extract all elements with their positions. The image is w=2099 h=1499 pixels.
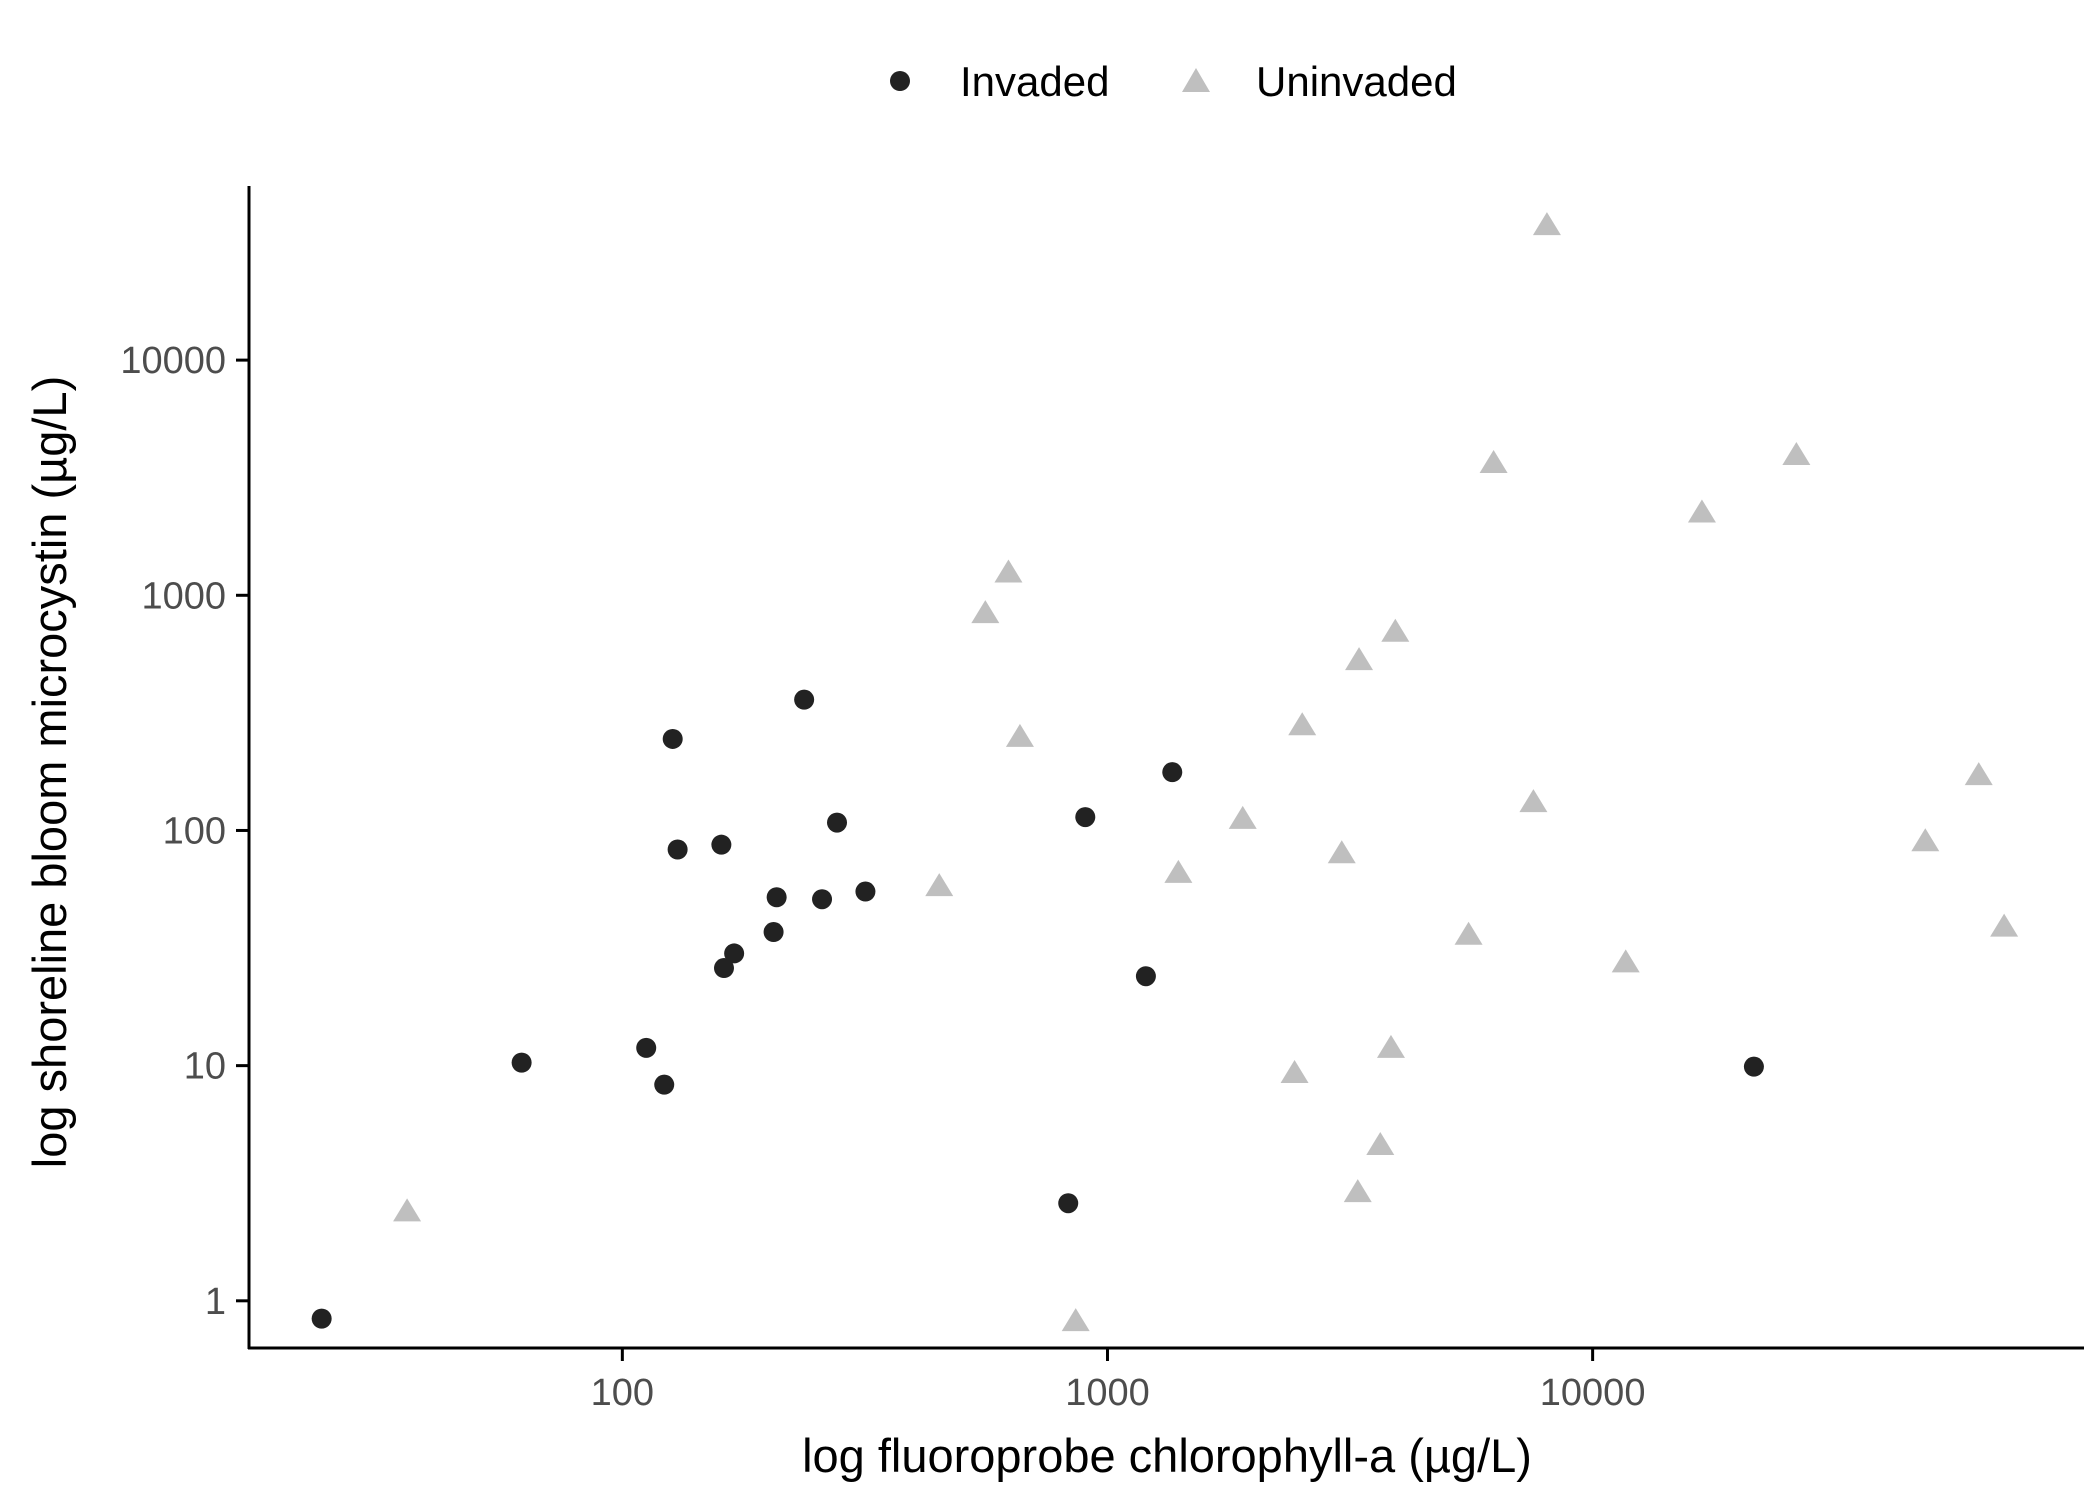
axes (247, 186, 2084, 1350)
uninvaded-point (1228, 805, 1257, 829)
uninvaded-point (971, 600, 1000, 624)
data-points (311, 212, 2019, 1332)
invaded-point (711, 834, 732, 855)
invaded-point (667, 839, 688, 860)
invaded-point (827, 812, 848, 833)
uninvaded-point (1990, 913, 2019, 937)
uninvaded-point (1964, 762, 1993, 786)
invaded-point (311, 1308, 332, 1329)
legend-invaded-label: Invaded (960, 58, 1109, 105)
uninvaded-point (1345, 647, 1374, 671)
invaded-point (636, 1037, 657, 1058)
x-ticks: 100 1000 10000 (591, 1348, 1646, 1414)
y-tick-label: 10 (184, 1046, 226, 1088)
invaded-point (812, 889, 833, 910)
uninvaded-point (1454, 921, 1483, 945)
x-tick-label: 10000 (1540, 1372, 1646, 1414)
uninvaded-point (1280, 1060, 1309, 1084)
uninvaded-point (1519, 789, 1548, 813)
invaded-point (763, 922, 784, 943)
invaded-point (724, 943, 745, 964)
invaded-point (1075, 807, 1096, 828)
uninvaded-point (1381, 618, 1410, 642)
x-tick-label: 1000 (1065, 1372, 1150, 1414)
y-tick-label: 1 (205, 1281, 226, 1323)
y-tick-label: 10000 (120, 340, 226, 382)
y-ticks: 1 10 100 1000 10000 (120, 340, 249, 1323)
uninvaded-point (925, 873, 954, 897)
invaded-point (855, 881, 876, 902)
uninvaded-point (994, 559, 1023, 583)
invaded-point (766, 887, 787, 908)
invaded-point (511, 1052, 532, 1073)
legend-invaded-marker (890, 71, 910, 91)
legend: Invaded Uninvaded (890, 58, 1457, 105)
legend-uninvaded-marker (1182, 68, 1210, 92)
invaded-point (1743, 1056, 1764, 1077)
uninvaded-point (1611, 949, 1640, 973)
uninvaded-point (393, 1198, 422, 1222)
invaded-point (1058, 1193, 1079, 1214)
invaded-point (1135, 966, 1156, 987)
invaded-point (794, 689, 815, 710)
uninvaded-point (1343, 1179, 1372, 1203)
legend-uninvaded-label: Uninvaded (1256, 58, 1457, 105)
uninvaded-point (1005, 723, 1034, 747)
uninvaded-point (1061, 1308, 1090, 1332)
invaded-point (662, 728, 683, 749)
x-axis-title: log fluoroprobe chlorophyll-a (µg/L) (802, 1429, 1532, 1482)
y-tick-label: 100 (163, 810, 226, 852)
uninvaded-point (1327, 840, 1356, 864)
uninvaded-point (1687, 499, 1716, 523)
uninvaded-point (1376, 1034, 1405, 1058)
y-tick-label: 1000 (141, 575, 226, 617)
uninvaded-point (1288, 712, 1317, 736)
invaded-point (654, 1074, 675, 1095)
uninvaded-point (1782, 441, 1811, 465)
uninvaded-point (1532, 212, 1561, 236)
uninvaded-point (1164, 859, 1193, 883)
invaded-point (713, 958, 734, 979)
uninvaded-point (1911, 828, 1940, 852)
y-axis-title: log shoreline bloom microcystin (µg/L) (23, 376, 76, 1168)
uninvaded-point (1479, 450, 1508, 474)
uninvaded-point (1366, 1131, 1395, 1155)
x-tick-label: 100 (591, 1372, 654, 1414)
invaded-point (1162, 762, 1183, 783)
